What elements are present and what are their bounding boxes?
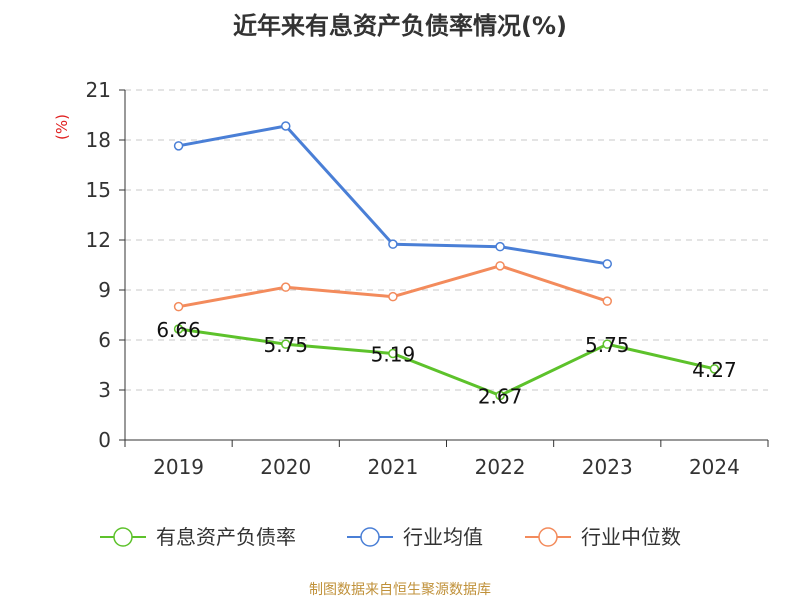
series-1 [173, 121, 612, 269]
legend-marker-icon [113, 527, 133, 547]
data-label: 5.19 [371, 343, 416, 367]
legend-item-2: 行业中位数 [525, 525, 681, 549]
legend-label: 有息资产负债率 [156, 525, 296, 549]
series-line [178, 327, 715, 397]
data-label: 5.75 [585, 333, 630, 357]
series-layer [173, 121, 720, 401]
legend-marker-icon [360, 527, 380, 547]
data-point [388, 239, 398, 249]
data-point [495, 390, 505, 401]
x-tick-label: 2023 [582, 455, 633, 479]
data-point [281, 121, 291, 131]
data-point [709, 364, 720, 374]
source-note: 制图数据来自恒生聚源数据库 [309, 582, 491, 598]
legend-item-1: 行业均值 [347, 525, 483, 549]
data-point [173, 141, 184, 151]
data-labels: 6.66 5.75 5.19 2.67 5.75 4.27 [156, 318, 736, 409]
y-axis-unit-label: (%) [53, 114, 71, 140]
data-point [281, 282, 291, 292]
data-point [388, 348, 398, 359]
y-tick-label: 0 [98, 428, 111, 452]
legend: 有息资产负债率 行业均值 行业中位数 [100, 525, 681, 549]
axes: 0 3 6 9 12 15 18 21 2019 2020 2021 2022 2023 2024 [86, 78, 769, 479]
data-label: 2.67 [478, 385, 523, 409]
y-tick-label: 12 [86, 228, 111, 252]
data-point [173, 301, 184, 312]
y-tick-label: 18 [86, 128, 111, 152]
data-label: 5.75 [263, 333, 308, 357]
data-label: 4.27 [692, 358, 737, 382]
series-0 [173, 324, 720, 401]
grid-lines [125, 89, 768, 391]
x-tick-label: 2024 [689, 455, 740, 479]
series-2 [173, 261, 612, 312]
data-label: 6.66 [156, 318, 201, 342]
data-point [602, 339, 612, 349]
legend-label: 行业中位数 [581, 525, 681, 549]
y-tick-label: 6 [98, 328, 111, 352]
legend-item-0: 有息资产负债率 [100, 525, 296, 549]
data-point [281, 339, 291, 349]
x-tick-label: 2019 [153, 455, 204, 479]
legend-marker-icon [538, 527, 558, 547]
data-point [602, 259, 612, 269]
y-tick-label: 21 [86, 78, 111, 102]
x-tick-label: 2022 [475, 455, 526, 479]
chart-title: 近年来有息资产负债率情况(%) [233, 12, 567, 40]
y-tick-label: 3 [98, 378, 111, 402]
y-tick-label: 9 [98, 278, 111, 302]
data-point [173, 324, 184, 334]
x-tick-label: 2021 [367, 455, 418, 479]
data-point [388, 291, 398, 302]
data-point [602, 296, 612, 306]
data-point [495, 261, 505, 271]
data-point [495, 241, 505, 252]
y-tick-label: 15 [86, 178, 111, 202]
legend-label: 行业均值 [403, 525, 483, 549]
x-tick-label: 2020 [260, 455, 311, 479]
